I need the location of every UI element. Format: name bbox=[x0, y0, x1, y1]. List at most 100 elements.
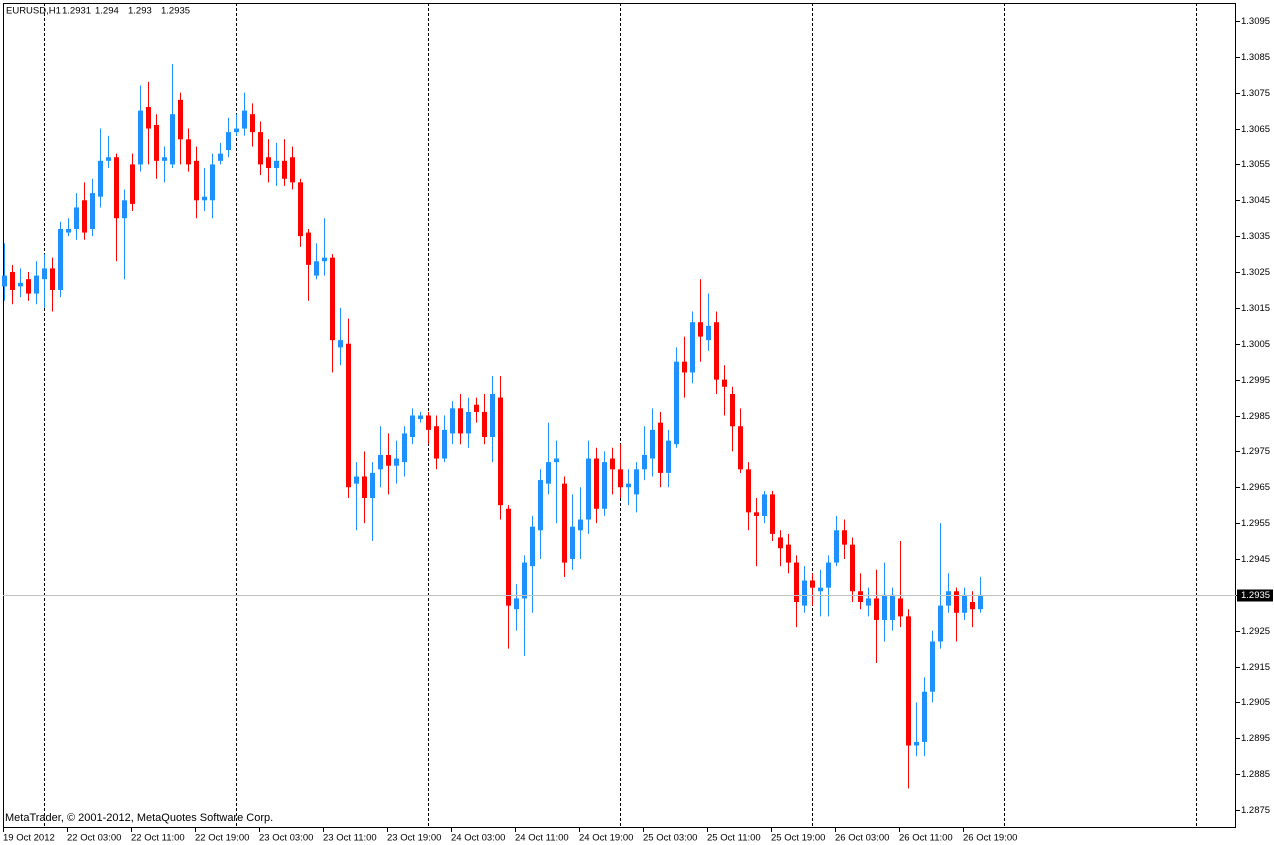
candle-body bbox=[202, 196, 207, 201]
candle-body bbox=[882, 594, 887, 620]
header-value: 1.294 bbox=[95, 6, 119, 17]
candle-body bbox=[378, 454, 383, 470]
candle-body bbox=[618, 469, 623, 488]
candle-body bbox=[146, 107, 151, 129]
header-value: 1.293 bbox=[128, 6, 152, 17]
candle-body bbox=[34, 275, 39, 294]
x-tick-label: 22 Oct 19:00 bbox=[195, 833, 249, 844]
candle-body bbox=[562, 483, 567, 563]
x-tick-label: 25 Oct 19:00 bbox=[771, 833, 825, 844]
header-value: 1.2931 bbox=[62, 6, 91, 17]
candle-body bbox=[274, 160, 279, 168]
candle-body bbox=[418, 415, 423, 420]
candle-body bbox=[226, 132, 231, 151]
candle-body bbox=[842, 530, 847, 545]
candle-body bbox=[730, 393, 735, 427]
y-tick-label: 1.2975 bbox=[1241, 446, 1270, 457]
y-tick-label: 1.2905 bbox=[1241, 697, 1270, 708]
plot-frame bbox=[3, 3, 1236, 828]
candle-body bbox=[66, 228, 71, 233]
candle-body bbox=[482, 411, 487, 438]
current-price-label: 1.2935 bbox=[1241, 590, 1270, 601]
candle-body bbox=[810, 580, 815, 588]
candle-body bbox=[738, 426, 743, 470]
candle-body bbox=[362, 476, 367, 498]
y-tick-label: 1.2945 bbox=[1241, 554, 1270, 565]
y-tick-label: 1.3075 bbox=[1241, 88, 1270, 99]
candle-body bbox=[354, 476, 359, 484]
candle-body bbox=[402, 433, 407, 463]
candle-body bbox=[58, 228, 63, 290]
candle-body bbox=[898, 598, 903, 617]
candle-body bbox=[186, 139, 191, 165]
candle-body bbox=[474, 404, 479, 412]
candle-body bbox=[634, 469, 639, 495]
candle-body bbox=[178, 99, 183, 140]
candle-body bbox=[306, 232, 311, 265]
candle-body bbox=[466, 411, 471, 434]
candle-body bbox=[322, 257, 327, 262]
candle-body bbox=[250, 114, 255, 133]
candle-body bbox=[338, 340, 343, 348]
x-tick-label: 19 Oct 2012 bbox=[3, 833, 55, 844]
candle-body bbox=[554, 458, 559, 463]
candle-body bbox=[698, 322, 703, 337]
candle-body bbox=[42, 268, 47, 280]
y-tick-label: 1.2985 bbox=[1241, 411, 1270, 422]
candle-body bbox=[330, 257, 335, 341]
candle-body bbox=[346, 343, 351, 488]
y-tick-label: 1.3095 bbox=[1241, 16, 1270, 27]
candle-body bbox=[946, 591, 951, 606]
candle-body bbox=[74, 207, 79, 229]
candle-body bbox=[98, 160, 103, 197]
candle-body bbox=[10, 272, 15, 290]
y-tick-label: 1.2885 bbox=[1241, 769, 1270, 780]
x-tick-label: 22 Oct 11:00 bbox=[131, 833, 185, 844]
candle-body bbox=[874, 598, 879, 620]
y-tick-label: 1.3005 bbox=[1241, 339, 1270, 350]
candle-body bbox=[626, 483, 631, 488]
candle-body bbox=[754, 512, 759, 516]
candle-body bbox=[818, 587, 823, 592]
candle-body bbox=[970, 602, 975, 610]
candle-body bbox=[538, 480, 543, 531]
candle-body bbox=[154, 124, 159, 161]
candle-body bbox=[290, 157, 295, 183]
candle-body bbox=[826, 562, 831, 588]
x-tick-label: 26 Oct 19:00 bbox=[963, 833, 1017, 844]
copyright: MetaTrader, © 2001-2012, MetaQuotes Soft… bbox=[5, 812, 273, 824]
y-tick-label: 1.3015 bbox=[1241, 303, 1270, 314]
candle-body bbox=[266, 157, 271, 168]
candle-body bbox=[978, 594, 983, 610]
candle-body bbox=[610, 458, 615, 470]
candle-body bbox=[258, 132, 263, 165]
candle-body bbox=[522, 562, 527, 599]
symbol-title: EURUSD,H1 bbox=[6, 6, 61, 17]
candle-body bbox=[242, 110, 247, 129]
x-tick-label: 24 Oct 19:00 bbox=[579, 833, 633, 844]
candle-body bbox=[914, 741, 919, 746]
candle-body bbox=[586, 458, 591, 520]
candle-body bbox=[794, 562, 799, 603]
candle-body bbox=[50, 268, 55, 290]
candle-body bbox=[962, 594, 967, 613]
candle-body bbox=[802, 580, 807, 606]
y-tick-label: 1.2915 bbox=[1241, 662, 1270, 673]
y-tick-label: 1.3065 bbox=[1241, 124, 1270, 135]
candle-body bbox=[850, 544, 855, 592]
candle-body bbox=[162, 157, 167, 161]
y-tick-label: 1.3025 bbox=[1241, 267, 1270, 278]
candle-body bbox=[314, 261, 319, 276]
x-tick-label: 25 Oct 11:00 bbox=[707, 833, 761, 844]
candle-body bbox=[138, 110, 143, 165]
candle-body bbox=[218, 153, 223, 161]
candle-body bbox=[122, 200, 127, 219]
candle-body bbox=[234, 128, 239, 133]
candle-body bbox=[442, 429, 447, 459]
y-tick-label: 1.3085 bbox=[1241, 52, 1270, 63]
candle-body bbox=[114, 157, 119, 219]
y-tick-label: 1.2875 bbox=[1241, 805, 1270, 816]
candle-body bbox=[858, 591, 863, 603]
candle-body bbox=[786, 544, 791, 563]
